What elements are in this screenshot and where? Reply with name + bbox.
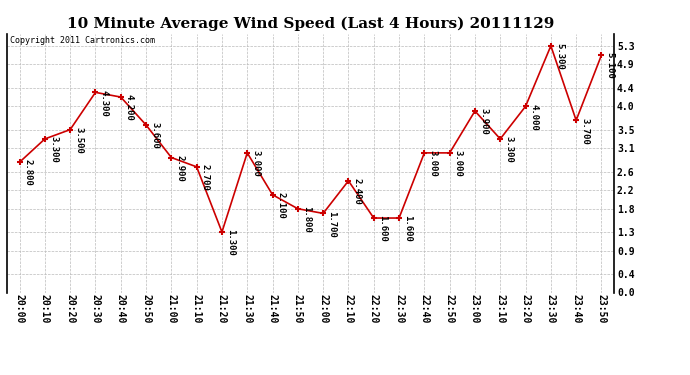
Text: 2.700: 2.700 (201, 164, 210, 191)
Text: 3.300: 3.300 (504, 136, 513, 163)
Text: Copyright 2011 Cartronics.com: Copyright 2011 Cartronics.com (10, 36, 155, 45)
Text: 1.300: 1.300 (226, 229, 235, 256)
Text: 3.300: 3.300 (49, 136, 58, 163)
Text: 3.000: 3.000 (428, 150, 437, 177)
Text: 2.400: 2.400 (353, 178, 362, 205)
Text: 1.600: 1.600 (378, 215, 387, 242)
Text: 2.800: 2.800 (23, 159, 32, 186)
Text: 5.300: 5.300 (555, 43, 564, 70)
Text: 2.900: 2.900 (175, 155, 184, 182)
Text: 5.100: 5.100 (606, 53, 615, 79)
Text: 3.500: 3.500 (75, 127, 83, 154)
Text: 3.600: 3.600 (150, 122, 159, 149)
Text: 4.200: 4.200 (125, 94, 134, 121)
Text: 3.900: 3.900 (479, 108, 488, 135)
Text: 3.700: 3.700 (580, 117, 589, 144)
Text: 3.000: 3.000 (454, 150, 463, 177)
Text: 4.300: 4.300 (99, 90, 108, 117)
Title: 10 Minute Average Wind Speed (Last 4 Hours) 20111129: 10 Minute Average Wind Speed (Last 4 Hou… (67, 17, 554, 31)
Text: 2.100: 2.100 (277, 192, 286, 219)
Text: 4.000: 4.000 (530, 104, 539, 130)
Text: 3.000: 3.000 (251, 150, 260, 177)
Text: 1.800: 1.800 (302, 206, 311, 233)
Text: 1.600: 1.600 (403, 215, 412, 242)
Text: 1.700: 1.700 (327, 211, 336, 237)
